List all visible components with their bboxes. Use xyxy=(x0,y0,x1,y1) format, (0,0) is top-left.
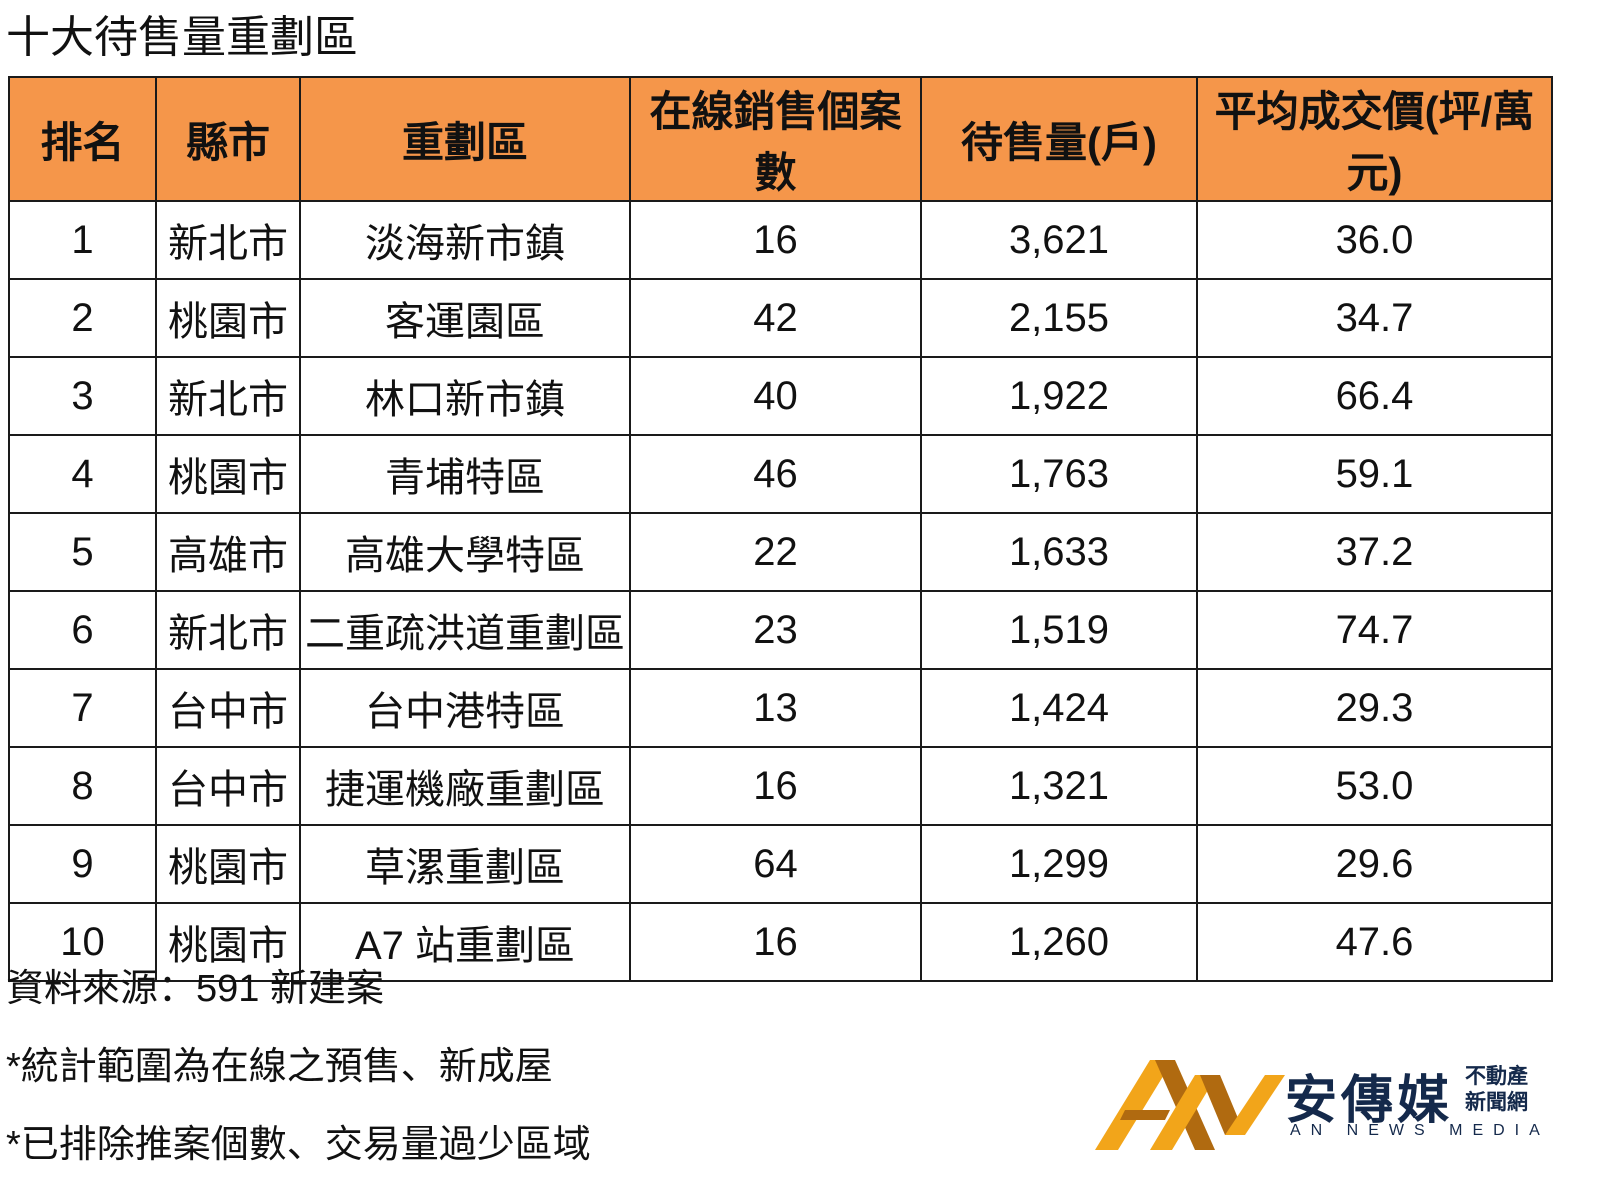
table-header-row: 排名 縣市 重劃區 在線銷售個案數 待售量(戶) 平均成交價(坪/萬元) xyxy=(8,76,1553,202)
logo-subtitle: 不動產 新聞網 xyxy=(1465,1064,1545,1116)
cell-price: 29.6 xyxy=(1196,824,1553,904)
table-row: 2 桃園市 客運園區 42 2,155 34.7 xyxy=(8,278,1553,358)
notes: 資料來源：591 新建案 *統計範圍為在線之預售、新成屋 *已排除推案個數、交易… xyxy=(6,950,591,1184)
cell-district: 青埔特區 xyxy=(299,434,631,514)
cell-rank: 9 xyxy=(8,824,157,904)
cell-price: 53.0 xyxy=(1196,746,1553,826)
cell-units: 1,519 xyxy=(920,590,1198,670)
cell-cases: 46 xyxy=(629,434,922,514)
cell-district: 客運園區 xyxy=(299,278,631,358)
cell-cases: 16 xyxy=(629,200,922,280)
cell-units: 1,424 xyxy=(920,668,1198,748)
cell-cases: 16 xyxy=(629,902,922,982)
cell-city: 高雄市 xyxy=(155,512,301,592)
cell-district: 草漯重劃區 xyxy=(299,824,631,904)
cell-price: 29.3 xyxy=(1196,668,1553,748)
cell-rank: 5 xyxy=(8,512,157,592)
cell-units: 1,260 xyxy=(920,902,1198,982)
cell-rank: 6 xyxy=(8,590,157,670)
cell-city: 台中市 xyxy=(155,746,301,826)
cell-district: 林口新市鎮 xyxy=(299,356,631,436)
table-row: 4 桃園市 青埔特區 46 1,763 59.1 xyxy=(8,434,1553,514)
header-city: 縣市 xyxy=(155,76,301,202)
cell-city: 桃園市 xyxy=(155,278,301,358)
header-units: 待售量(戶) xyxy=(920,76,1198,202)
exclusion-note: *已排除推案個數、交易量過少區域 xyxy=(6,1124,591,1166)
cell-price: 36.0 xyxy=(1196,200,1553,280)
cell-rank: 1 xyxy=(8,200,157,280)
cell-rank: 7 xyxy=(8,668,157,748)
an-news-media-logo: 安傳媒 不動產 新聞網 AN NEWS MEDIA xyxy=(1095,1050,1545,1160)
cell-cases: 40 xyxy=(629,356,922,436)
cell-price: 59.1 xyxy=(1196,434,1553,514)
cell-units: 1,633 xyxy=(920,512,1198,592)
table-row: 6 新北市 二重疏洪道重劃區 23 1,519 74.7 xyxy=(8,590,1553,670)
cell-cases: 42 xyxy=(629,278,922,358)
cell-district: 淡海新市鎮 xyxy=(299,200,631,280)
page-title: 十大待售量重劃區 xyxy=(6,13,358,62)
cell-city: 桃園市 xyxy=(155,902,301,982)
cell-city: 新北市 xyxy=(155,356,301,436)
table-row: 5 高雄市 高雄大學特區 22 1,633 37.2 xyxy=(8,512,1553,592)
header-district: 重劃區 xyxy=(299,76,631,202)
cell-price: 74.7 xyxy=(1196,590,1553,670)
cell-units: 1,321 xyxy=(920,746,1198,826)
cell-city: 新北市 xyxy=(155,590,301,670)
cell-price: 66.4 xyxy=(1196,356,1553,436)
data-table: 排名 縣市 重劃區 在線銷售個案數 待售量(戶) 平均成交價(坪/萬元) 1 新北… xyxy=(8,76,1553,982)
cell-rank: 2 xyxy=(8,278,157,358)
header-price: 平均成交價(坪/萬元) xyxy=(1196,76,1553,202)
cell-district: 高雄大學特區 xyxy=(299,512,631,592)
cell-district: 二重疏洪道重劃區 xyxy=(299,590,631,670)
table-row: 7 台中市 台中港特區 13 1,424 29.3 xyxy=(8,668,1553,748)
cell-rank: 8 xyxy=(8,746,157,826)
logo-brand: 安傳媒 xyxy=(1285,1072,1454,1130)
logo-sub-line2: 新聞網 xyxy=(1465,1091,1528,1114)
cell-city: 桃園市 xyxy=(155,434,301,514)
header-cases: 在線銷售個案數 xyxy=(629,76,922,202)
cell-city: 桃園市 xyxy=(155,824,301,904)
logo-sub-line1: 不動產 xyxy=(1465,1065,1528,1088)
cell-cases: 64 xyxy=(629,824,922,904)
cell-district: 捷運機廠重劃區 xyxy=(299,746,631,826)
cell-price: 37.2 xyxy=(1196,512,1553,592)
cell-district: A7 站重劃區 xyxy=(299,902,631,982)
cell-city: 新北市 xyxy=(155,200,301,280)
cell-cases: 22 xyxy=(629,512,922,592)
cell-price: 34.7 xyxy=(1196,278,1553,358)
cell-cases: 13 xyxy=(629,668,922,748)
cell-rank: 3 xyxy=(8,356,157,436)
header-rank: 排名 xyxy=(8,76,157,202)
cell-rank: 4 xyxy=(8,434,157,514)
cell-price: 47.6 xyxy=(1196,902,1553,982)
cell-units: 1,299 xyxy=(920,824,1198,904)
cell-units: 3,621 xyxy=(920,200,1198,280)
cell-city: 台中市 xyxy=(155,668,301,748)
scope-note: *統計範圍為在線之預售、新成屋 xyxy=(6,1046,553,1088)
table-row: 3 新北市 林口新市鎮 40 1,922 66.4 xyxy=(8,356,1553,436)
table-row: 10 桃園市 A7 站重劃區 16 1,260 47.6 xyxy=(8,902,1553,982)
cell-units: 1,763 xyxy=(920,434,1198,514)
cell-cases: 16 xyxy=(629,746,922,826)
cell-rank: 10 xyxy=(8,902,157,982)
table-row: 9 桃園市 草漯重劃區 64 1,299 29.6 xyxy=(8,824,1553,904)
table-row: 8 台中市 捷運機廠重劃區 16 1,321 53.0 xyxy=(8,746,1553,826)
logo-english: AN NEWS MEDIA xyxy=(1290,1122,1550,1139)
source-note: 資料來源：591 新建案 xyxy=(6,968,384,1010)
cell-cases: 23 xyxy=(629,590,922,670)
cell-district: 台中港特區 xyxy=(299,668,631,748)
an-logo-mark-icon xyxy=(1095,1060,1285,1150)
cell-units: 1,922 xyxy=(920,356,1198,436)
cell-units: 2,155 xyxy=(920,278,1198,358)
table-row: 1 新北市 淡海新市鎮 16 3,621 36.0 xyxy=(8,200,1553,280)
